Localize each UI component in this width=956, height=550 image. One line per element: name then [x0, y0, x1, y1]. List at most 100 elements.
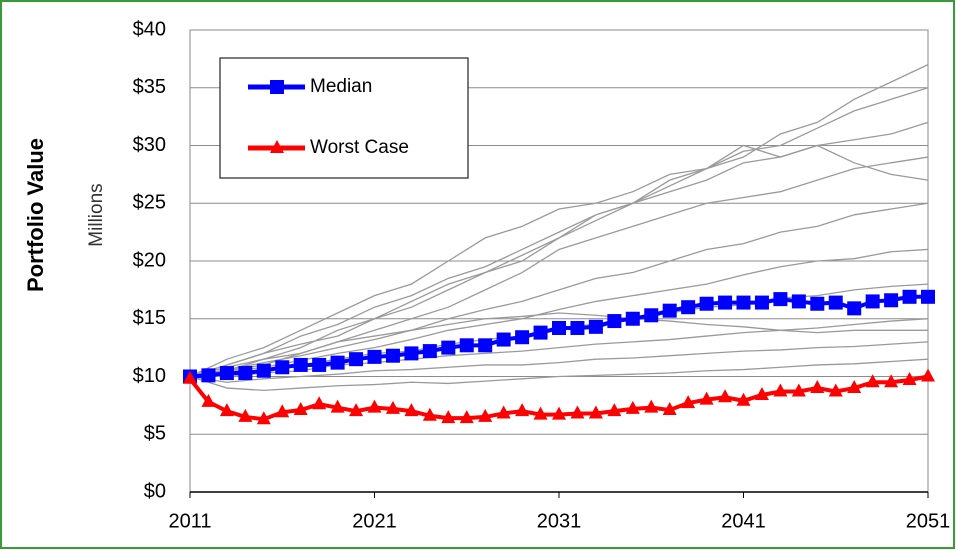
marker	[607, 403, 622, 417]
marker	[312, 357, 327, 372]
marker	[385, 400, 400, 414]
marker	[662, 401, 677, 415]
marker	[681, 300, 696, 315]
marker	[478, 338, 493, 353]
marker	[570, 320, 585, 335]
marker	[515, 330, 530, 345]
marker	[219, 403, 234, 417]
marker	[367, 349, 382, 364]
marker	[791, 383, 806, 397]
marker	[921, 289, 935, 304]
marker	[183, 370, 197, 384]
simulation-line	[189, 312, 928, 378]
marker	[718, 295, 733, 310]
marker	[330, 399, 345, 413]
marker	[270, 80, 284, 94]
marker	[552, 406, 566, 420]
marker	[865, 374, 880, 388]
marker	[256, 411, 271, 425]
legend-box	[219, 57, 469, 179]
marker	[404, 403, 419, 417]
marker	[478, 408, 493, 422]
marker	[625, 311, 640, 326]
x-tick-label: 2051	[906, 510, 951, 532]
marker	[515, 403, 530, 417]
x-tick-label: 2041	[721, 510, 766, 532]
y-unit-label: Millions	[86, 183, 107, 246]
marker	[533, 325, 548, 340]
marker	[625, 400, 640, 414]
marker	[736, 392, 751, 406]
marker	[367, 399, 382, 413]
marker	[293, 357, 308, 372]
marker	[441, 410, 456, 424]
marker	[496, 332, 511, 347]
marker	[588, 319, 603, 334]
simulation-line	[189, 202, 929, 378]
marker	[404, 346, 419, 361]
y-tick-label: $5	[144, 423, 166, 445]
marker	[828, 383, 843, 397]
marker	[552, 320, 566, 335]
marker	[588, 405, 603, 419]
marker	[219, 366, 234, 381]
marker	[533, 406, 548, 420]
marker	[736, 295, 751, 310]
marker	[681, 395, 696, 409]
series	[183, 289, 935, 425]
marker	[847, 380, 862, 394]
y-tick-label: $25	[133, 192, 166, 214]
marker	[644, 399, 659, 413]
simulation-line	[189, 341, 929, 383]
marker	[459, 338, 474, 353]
simulation-line	[189, 358, 929, 392]
marker	[385, 348, 400, 363]
marker	[570, 405, 585, 419]
marker	[312, 396, 327, 410]
simulation-line	[189, 144, 929, 378]
marker	[847, 301, 862, 316]
y-tick-label: $0	[144, 480, 166, 502]
marker	[459, 410, 474, 424]
marker	[275, 404, 290, 418]
marker	[828, 295, 843, 310]
y-tick-label: $30	[133, 134, 166, 156]
y-tick-label: $35	[133, 76, 166, 98]
marker	[884, 293, 899, 308]
marker	[773, 292, 788, 307]
marker	[902, 371, 917, 385]
marker	[238, 366, 253, 381]
marker	[330, 355, 345, 370]
marker	[810, 296, 825, 311]
marker	[644, 308, 659, 323]
marker	[349, 403, 364, 417]
marker	[810, 380, 825, 394]
marker	[773, 383, 788, 397]
x-tick-label: 2031	[537, 510, 582, 532]
marker	[201, 368, 216, 383]
x-tick-label: 2011	[168, 510, 211, 532]
marker	[662, 303, 677, 318]
marker	[256, 363, 271, 378]
x-tick-label: 2021	[352, 510, 397, 532]
marker	[293, 401, 308, 415]
legend-label: Median	[310, 76, 372, 97]
y-tick-label: $20	[133, 249, 166, 271]
marker	[791, 294, 806, 309]
marker	[865, 294, 880, 309]
marker	[422, 407, 437, 421]
marker	[754, 386, 769, 400]
y-tick-label: $10	[133, 365, 166, 387]
marker	[699, 296, 714, 311]
marker	[201, 393, 216, 407]
marker	[699, 391, 714, 405]
marker	[921, 368, 935, 382]
y-tick-label: $40	[133, 18, 166, 40]
y-tick-label: $15	[133, 307, 166, 329]
marker	[902, 289, 917, 304]
marker	[496, 405, 511, 419]
marker	[441, 340, 456, 355]
marker	[607, 314, 622, 329]
marker	[275, 360, 290, 375]
